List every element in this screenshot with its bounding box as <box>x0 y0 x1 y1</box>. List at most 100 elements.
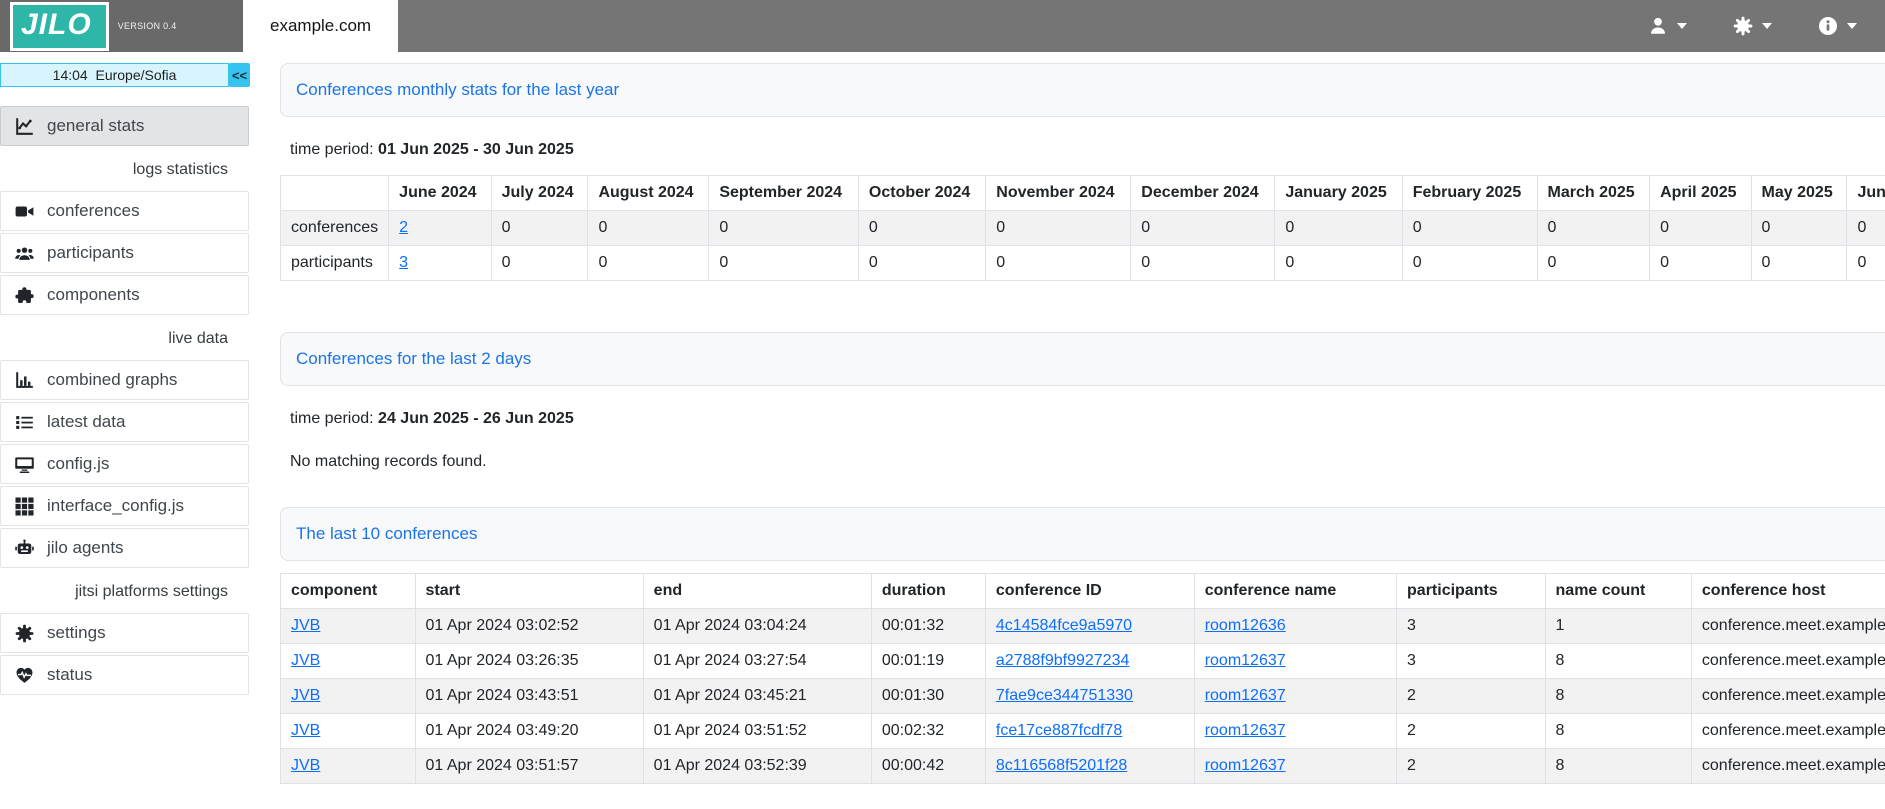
column-header: participants <box>1396 573 1546 609</box>
platform-tab-label: example.com <box>270 16 372 35</box>
column-header: start <box>414 573 644 609</box>
monthly-stats-title[interactable]: Conferences monthly stats for the last y… <box>296 80 620 99</box>
info-menu[interactable] <box>1818 16 1857 36</box>
table-cell: JVB <box>280 608 416 644</box>
last-conferences-card: The last 10 conferences <box>280 507 1885 561</box>
conference-id-link[interactable]: 7fae9ce344751330 <box>995 687 1133 704</box>
time-period-value: 24 Jun 2025 - 26 Jun 2025 <box>378 410 574 427</box>
sidebar-item-settings[interactable]: settings <box>0 613 249 653</box>
conference-name-link[interactable]: room12637 <box>1204 652 1286 669</box>
conference-id-link[interactable]: 4c14584fce9a5970 <box>995 617 1133 634</box>
component-link[interactable]: JVB <box>291 687 321 704</box>
last-two-days-title[interactable]: Conferences for the last 2 days <box>296 349 532 368</box>
component-link[interactable]: JVB <box>291 722 321 739</box>
sidebar-item-config-js[interactable]: config.js <box>0 444 249 484</box>
conference-name-link[interactable]: room12636 <box>1204 617 1286 634</box>
table-cell: 4c14584fce9a5970 <box>984 608 1195 644</box>
chart-line-icon <box>15 117 35 136</box>
sidebar-item-components[interactable]: components <box>0 275 249 315</box>
conference-id-link[interactable]: fce17ce887fcdf78 <box>995 722 1123 739</box>
table-cell: 3 <box>1396 608 1546 644</box>
table-cell: 3 <box>1396 643 1546 679</box>
list-icon <box>15 413 35 432</box>
table-cell: 2 <box>1396 748 1546 784</box>
table-cell: 0 <box>1649 245 1752 281</box>
table-cell: 0 <box>857 245 987 281</box>
sidebar-item-conferences[interactable]: conferences <box>0 191 249 231</box>
time-period-label: time period: <box>290 141 374 158</box>
table-cell: 0 <box>1536 210 1651 246</box>
time-period-value: 01 Jun 2025 - 30 Jun 2025 <box>378 141 574 158</box>
users-icon <box>15 244 35 263</box>
monthly-stat-link[interactable]: 2 <box>399 219 409 236</box>
last-two-days-card: Conferences for the last 2 days <box>280 332 1885 386</box>
sidebar-item-label: jilo agents <box>47 538 124 557</box>
top-header: JILO VERSION 0.4 example.com <box>0 0 1885 52</box>
table-header-row: component start end duration conference ID co… <box>280 573 1885 609</box>
sidebar-item-combined-graphs[interactable]: combined graphs <box>0 360 249 400</box>
conference-id-link[interactable]: a2788f9bf9927234 <box>995 652 1130 669</box>
table-cell: room12637 <box>1193 678 1398 714</box>
empty-records-message: No matching records found. <box>290 453 487 470</box>
robot-icon <box>15 538 35 558</box>
sidebar-item-latest-data[interactable]: latest data <box>0 402 249 442</box>
row-label: participants <box>279 245 390 281</box>
monthly-stat-link[interactable]: 3 <box>399 254 409 271</box>
main-content: Conferences monthly stats for the last y… <box>250 52 1885 809</box>
table-cell: room12637 <box>1193 643 1398 679</box>
table-cell: 0 <box>708 245 859 281</box>
table-cell: JVB <box>280 678 416 714</box>
table-cell: 7fae9ce344751330 <box>984 678 1195 714</box>
table-cell: 00:01:19 <box>870 643 986 679</box>
conference-id-link[interactable]: 8c116568f5201f28 <box>995 757 1128 774</box>
conference-name-link[interactable]: room12637 <box>1204 757 1286 774</box>
table-cell: 0 <box>985 210 1132 246</box>
column-header: duration <box>870 573 986 609</box>
puzzle-icon <box>15 286 35 305</box>
column-header: November 2024 <box>985 175 1132 211</box>
table-cell: fce17ce887fcdf78 <box>984 713 1195 749</box>
last-conferences-title[interactable]: The last 10 conferences <box>296 524 478 543</box>
sidebar-item-general-stats[interactable]: general stats <box>0 106 249 146</box>
sidebar-item-interface-config-js[interactable]: interface_config.js <box>0 486 249 526</box>
column-header: conference name <box>1193 573 1398 609</box>
user-menu[interactable] <box>1648 16 1687 36</box>
table-cell: 0 <box>1750 245 1848 281</box>
settings-menu[interactable] <box>1733 16 1772 36</box>
clock-row: 14:04 Europe/Sofia << <box>0 63 250 87</box>
column-header: end <box>642 573 872 609</box>
table-cell: 01 Apr 2024 03:45:21 <box>642 678 872 714</box>
conference-name-link[interactable]: room12637 <box>1204 722 1286 739</box>
table-cell: 0 <box>490 210 589 246</box>
sidebar-item-jilo-agents[interactable]: jilo agents <box>0 528 249 568</box>
table-row: JVB 01 Apr 2024 03:26:35 01 Apr 2024 03:27… <box>280 643 1885 679</box>
table-cell: 01 Apr 2024 03:27:54 <box>642 643 872 679</box>
column-header: September 2024 <box>708 175 859 211</box>
table-cell: 8 <box>1544 678 1692 714</box>
component-link[interactable]: JVB <box>291 617 321 634</box>
table-cell: 2 <box>388 210 492 246</box>
header-menus <box>1648 0 1885 52</box>
sidebar-item-label: interface_config.js <box>47 496 185 515</box>
column-header: component <box>280 573 416 609</box>
table-cell: 01 Apr 2024 03:51:52 <box>642 713 872 749</box>
table-cell: 0 <box>1846 245 1885 281</box>
sidebar-collapse-button[interactable]: << <box>229 63 250 87</box>
component-link[interactable]: JVB <box>291 757 321 774</box>
table-row: conferences 2 0 0 0 0 0 0 0 0 0 0 0 0 <box>279 210 1885 246</box>
component-link[interactable]: JVB <box>291 652 321 669</box>
table-cell: conference.meet.example.com <box>1690 643 1885 679</box>
column-header: October 2024 <box>857 175 987 211</box>
sidebar-item-status[interactable]: status <box>0 655 249 695</box>
sidebar-item-label: conferences <box>47 201 140 220</box>
sidebar-section-label-logs-statistics: logs statistics <box>132 161 228 178</box>
app-logo[interactable]: JILO <box>10 1 109 51</box>
desktop-icon <box>15 455 35 474</box>
table-cell: JVB <box>280 748 416 784</box>
conference-name-link[interactable]: room12637 <box>1204 687 1286 704</box>
platform-tab[interactable]: example.com <box>243 0 399 52</box>
app-logo-text: JILO <box>21 7 92 41</box>
table-row: JVB 01 Apr 2024 03:49:20 01 Apr 2024 03:51… <box>280 713 1885 749</box>
sidebar-item-participants[interactable]: participants <box>0 233 249 273</box>
table-cell: 00:00:42 <box>870 748 986 784</box>
